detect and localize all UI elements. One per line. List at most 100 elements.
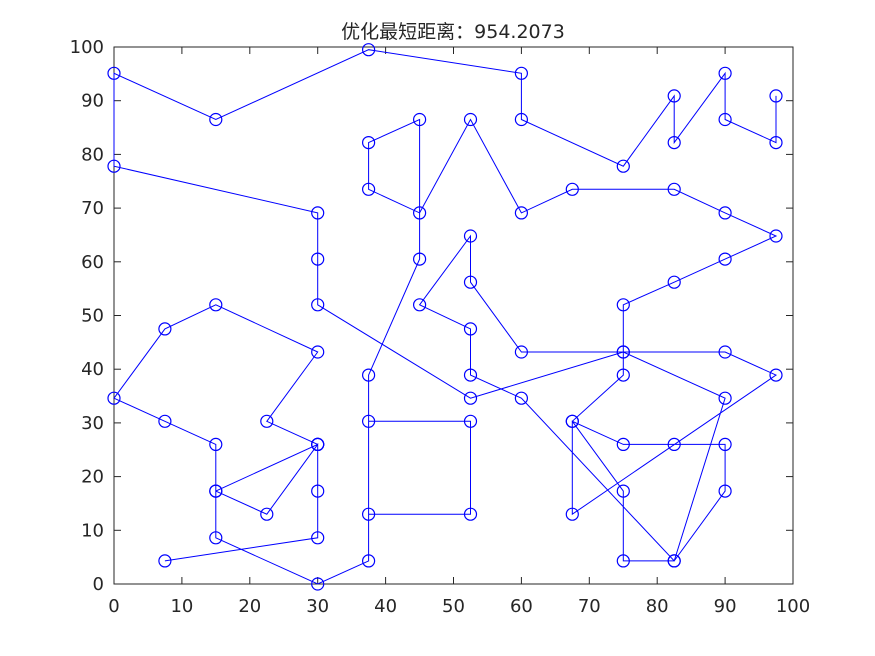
city-marker xyxy=(718,66,732,80)
city-marker xyxy=(413,206,427,220)
city-marker xyxy=(769,368,783,382)
x-tick-label: 90 xyxy=(714,596,737,617)
chart-title: 优化最短距离：954.2073 xyxy=(341,21,565,43)
city-marker xyxy=(463,368,478,382)
city-marker xyxy=(158,414,172,428)
x-tick-label: 10 xyxy=(170,596,193,617)
city-marker xyxy=(718,437,732,451)
city-marker xyxy=(362,368,376,382)
y-tick-label: 70 xyxy=(81,198,104,219)
x-axis: 0 10 20 30 40 50 60 70 80 90 100 xyxy=(108,47,810,617)
city-marker xyxy=(718,391,732,405)
city-marker xyxy=(667,136,681,150)
city-marker xyxy=(311,252,325,266)
city-marker xyxy=(769,89,783,103)
city-marker xyxy=(311,531,325,545)
city-marker xyxy=(311,577,325,591)
y-tick-label: 100 xyxy=(70,37,104,58)
city-marker xyxy=(362,414,376,428)
city-marker xyxy=(718,252,732,266)
city-marker xyxy=(209,484,223,498)
city-marker xyxy=(667,554,681,568)
x-tick-label: 30 xyxy=(306,596,329,617)
city-marker xyxy=(514,112,529,127)
x-tick-label: 100 xyxy=(776,596,810,617)
city-marker xyxy=(362,554,376,568)
city-marker xyxy=(209,112,223,127)
city-marker xyxy=(514,206,529,220)
y-axis: 0 10 20 30 40 50 60 70 80 90 100 xyxy=(70,37,793,595)
y-tick-label: 40 xyxy=(81,359,104,380)
city-marker xyxy=(260,507,274,521)
city-marker xyxy=(158,554,172,568)
city-marker xyxy=(667,182,681,196)
city-marker xyxy=(565,182,579,196)
city-marker xyxy=(107,66,121,80)
city-marker xyxy=(362,182,376,196)
city-marker xyxy=(616,554,630,568)
y-tick-label: 30 xyxy=(81,413,104,434)
city-marker xyxy=(718,206,732,220)
city-marker xyxy=(362,43,376,57)
city-marker xyxy=(616,345,630,359)
city-marker xyxy=(565,507,579,521)
y-tick-label: 60 xyxy=(81,252,104,273)
city-marker xyxy=(311,484,325,498)
x-tick-label: 0 xyxy=(108,596,119,617)
city-marker xyxy=(616,484,630,498)
city-marker xyxy=(718,345,732,359)
city-marker xyxy=(463,112,478,127)
city-marker xyxy=(413,112,427,127)
city-marker xyxy=(463,391,478,405)
city-marker xyxy=(209,531,223,545)
city-marker xyxy=(616,159,630,173)
city-marker xyxy=(514,345,529,359)
x-tick-label: 40 xyxy=(374,596,397,617)
city-marker xyxy=(514,391,529,405)
city-marker xyxy=(463,507,478,521)
y-tick-label: 20 xyxy=(81,467,104,488)
x-tick-label: 80 xyxy=(646,596,669,617)
city-marker xyxy=(260,414,274,428)
city-marker xyxy=(667,437,681,451)
y-tick-label: 10 xyxy=(81,520,104,541)
city-marker xyxy=(413,298,427,312)
y-tick-label: 0 xyxy=(93,574,104,595)
x-tick-label: 60 xyxy=(510,596,533,617)
city-marker xyxy=(718,484,732,498)
city-marker xyxy=(616,437,630,451)
city-marker xyxy=(769,229,783,243)
route-line xyxy=(113,49,778,585)
city-marker xyxy=(463,229,478,243)
city-marker xyxy=(158,322,172,336)
city-marker xyxy=(769,136,783,150)
city-marker xyxy=(107,391,121,405)
city-marker xyxy=(718,112,732,127)
city-marker xyxy=(311,298,325,312)
city-marker xyxy=(616,298,630,312)
city-marker xyxy=(362,136,376,150)
city-marker xyxy=(616,368,630,382)
city-marker xyxy=(209,298,223,312)
city-marker xyxy=(311,437,325,451)
city-marker xyxy=(107,159,121,173)
city-marker xyxy=(565,414,579,428)
y-tick-label: 50 xyxy=(81,306,104,327)
x-tick-label: 50 xyxy=(442,596,465,617)
x-tick-label: 70 xyxy=(578,596,601,617)
city-points xyxy=(107,43,783,591)
city-marker xyxy=(311,345,325,359)
city-marker xyxy=(463,322,478,336)
y-tick-label: 80 xyxy=(81,144,104,165)
x-tick-label: 20 xyxy=(238,596,261,617)
city-marker xyxy=(463,275,478,289)
y-tick-label: 90 xyxy=(81,91,104,112)
city-marker xyxy=(209,437,223,451)
city-marker xyxy=(667,275,681,289)
city-marker xyxy=(463,414,478,428)
city-marker xyxy=(667,89,681,103)
city-marker xyxy=(311,206,325,220)
city-marker xyxy=(362,507,376,521)
city-marker xyxy=(514,66,529,80)
